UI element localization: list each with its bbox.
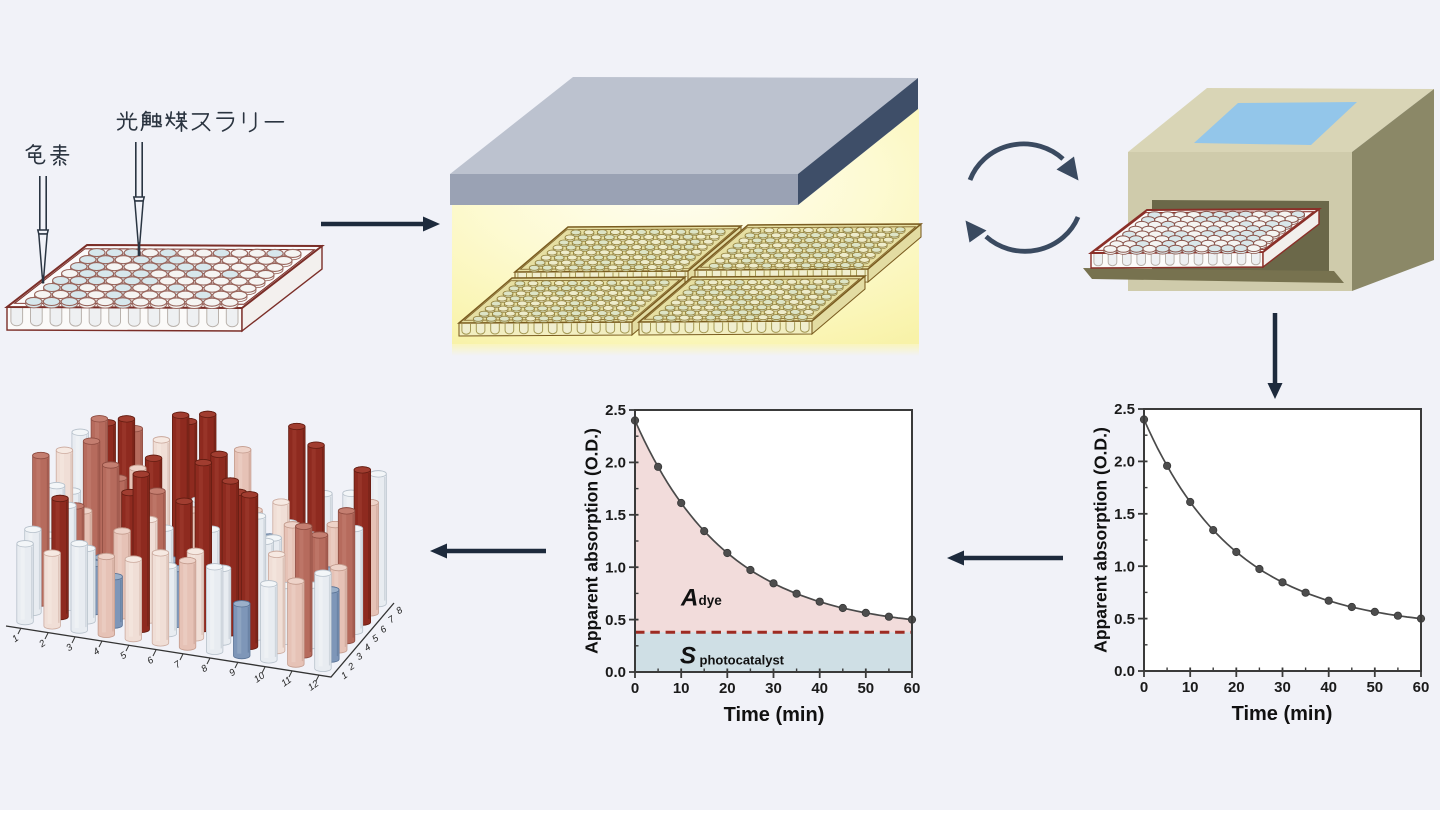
svg-text:S: S: [680, 643, 696, 670]
svg-text:8: 8: [394, 605, 405, 617]
svg-text:6: 6: [145, 655, 156, 667]
svg-text:30: 30: [1274, 679, 1291, 696]
svg-text:Time (min): Time (min): [724, 704, 825, 726]
svg-text:50: 50: [857, 680, 874, 697]
svg-text:40: 40: [811, 680, 828, 697]
svg-text:A: A: [680, 585, 698, 612]
svg-text:1.5: 1.5: [605, 507, 626, 524]
svg-text:3: 3: [354, 651, 365, 663]
svg-text:Time (min): Time (min): [1232, 703, 1333, 725]
svg-text:0: 0: [631, 680, 639, 697]
svg-text:5: 5: [370, 633, 381, 645]
svg-text:Apparent absorption (O.D.): Apparent absorption (O.D.): [1091, 427, 1111, 653]
svg-text:0.0: 0.0: [605, 664, 626, 681]
svg-text:10: 10: [1182, 679, 1199, 696]
svg-text:3: 3: [64, 642, 75, 654]
svg-text:2.5: 2.5: [1114, 401, 1135, 418]
svg-text:0.5: 0.5: [1114, 611, 1135, 628]
svg-text:2.5: 2.5: [605, 402, 626, 419]
svg-text:1.0: 1.0: [605, 559, 626, 576]
svg-text:2.0: 2.0: [605, 455, 626, 472]
svg-text:40: 40: [1320, 679, 1337, 696]
svg-text:6: 6: [378, 624, 389, 636]
svg-text:1: 1: [10, 633, 21, 645]
svg-text:30: 30: [765, 680, 782, 697]
svg-text:0.5: 0.5: [605, 612, 626, 629]
svg-text:9: 9: [227, 667, 238, 679]
svg-text:10: 10: [673, 680, 690, 697]
svg-text:5: 5: [118, 650, 129, 662]
svg-text:dye: dye: [699, 593, 723, 608]
svg-text:Apparent absorption (O.D.): Apparent absorption (O.D.): [582, 428, 602, 654]
svg-text:1: 1: [339, 670, 350, 682]
svg-text:60: 60: [1413, 679, 1430, 696]
svg-text:7: 7: [172, 659, 183, 671]
svg-text:1.5: 1.5: [1114, 506, 1135, 523]
svg-text:4: 4: [362, 642, 373, 654]
svg-text:20: 20: [1228, 679, 1245, 696]
svg-text:8: 8: [199, 663, 210, 675]
svg-text:4: 4: [91, 646, 102, 658]
svg-text:20: 20: [719, 680, 736, 697]
svg-text:1.0: 1.0: [1114, 558, 1135, 575]
svg-text:photocatalyst: photocatalyst: [700, 653, 785, 668]
svg-text:7: 7: [386, 614, 397, 626]
svg-text:0.0: 0.0: [1114, 663, 1135, 680]
svg-text:50: 50: [1366, 679, 1383, 696]
svg-text:0: 0: [1140, 679, 1148, 696]
svg-text:60: 60: [904, 680, 921, 697]
svg-text:2.0: 2.0: [1114, 454, 1135, 471]
